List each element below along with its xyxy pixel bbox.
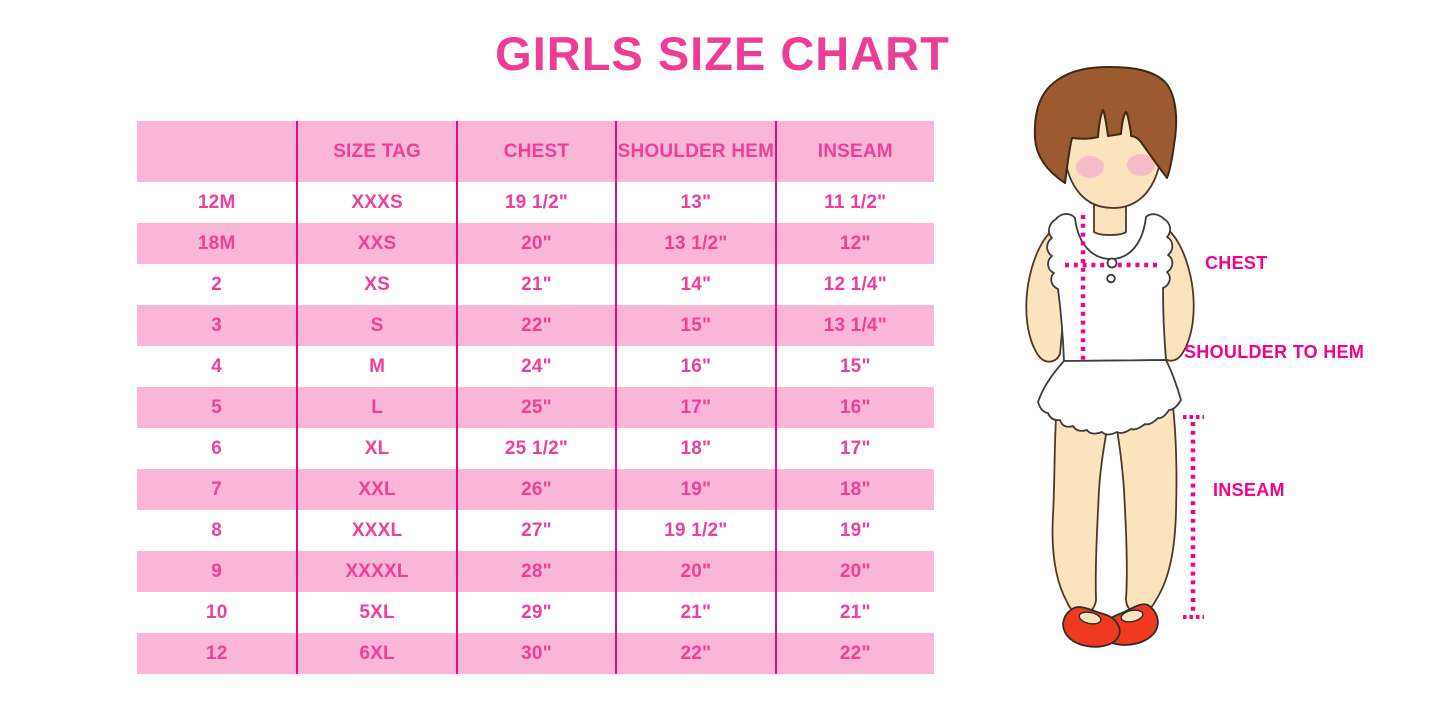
table-cell: 21" xyxy=(615,592,774,633)
table-cell: 15" xyxy=(615,305,775,346)
table-cell: 17" xyxy=(615,387,775,428)
table-cell: 12 1/4" xyxy=(774,264,934,305)
header-cell: CHEST xyxy=(455,121,616,182)
size-table: SIZE TAG CHEST SHOULDER HEM INSEAM 12M XXXS 19… xyxy=(137,121,934,674)
table-cell: 28" xyxy=(455,551,616,592)
table-cell: 15" xyxy=(774,346,934,387)
table-cell: 11 1/2" xyxy=(774,182,934,223)
table-cell: 5XL xyxy=(296,592,455,633)
table-cell: XXS xyxy=(296,223,456,264)
table-cell: 6 xyxy=(211,437,223,459)
table-cell: 20" xyxy=(615,551,775,592)
table-cell: 29" xyxy=(455,592,615,633)
page-title: GIRLS SIZE CHART xyxy=(495,27,950,80)
header-cell: SIZE TAG xyxy=(296,121,456,182)
girl-blush xyxy=(1076,154,1155,178)
table-cell: XXXL xyxy=(296,510,455,551)
table-cell: 30" xyxy=(455,633,616,674)
girl-hair xyxy=(1033,66,1178,184)
table-cell: 16" xyxy=(774,387,934,428)
table-cell: 18M xyxy=(137,223,297,264)
table-cell: 12 xyxy=(137,633,297,674)
table-cell: 4 xyxy=(211,355,223,377)
table-cell: 6XL xyxy=(296,633,456,674)
table-cell: 12M xyxy=(197,191,236,213)
girl-illustration xyxy=(1000,60,1230,660)
girl-shoes xyxy=(1062,603,1159,648)
table-cell: 24" xyxy=(455,346,615,387)
table-cell: 19" xyxy=(615,469,775,510)
table-cell: S xyxy=(296,305,456,346)
table-cell: 16" xyxy=(615,346,774,387)
girl-legs xyxy=(1051,397,1178,616)
table-cell: 18" xyxy=(615,428,774,469)
table-cell: 25 1/2" xyxy=(455,428,615,469)
table-cell: 22" xyxy=(615,633,775,674)
table-cell: 3 xyxy=(137,305,297,346)
shirt-buttons xyxy=(1106,257,1118,284)
table-cell: L xyxy=(296,387,456,428)
table-cell: XS xyxy=(296,264,455,305)
table-cell: XL xyxy=(296,428,455,469)
table-cell: 9 xyxy=(137,551,297,592)
table-cell: 21" xyxy=(774,592,934,633)
table-cell: 12" xyxy=(774,223,934,264)
table-cell: XXXS xyxy=(296,182,455,223)
girl-illustration-svg xyxy=(1025,66,1204,648)
shoulder-to-hem-label: SHOULDER TO HEM xyxy=(1184,342,1365,362)
table-cell: 14" xyxy=(615,264,774,305)
table-cell: 22" xyxy=(455,305,616,346)
table-cell: 13 1/2" xyxy=(615,223,775,264)
header-cell xyxy=(137,121,297,182)
inseam-label: INSEAM xyxy=(1213,480,1285,500)
table-cell: 2 xyxy=(211,273,223,295)
table-cell: 18" xyxy=(774,469,934,510)
table-cell: 8 xyxy=(211,519,223,541)
girl-top xyxy=(1046,213,1174,362)
table-cell: M xyxy=(296,346,455,387)
table-cell: XXL xyxy=(296,469,456,510)
girl-skirt xyxy=(1037,359,1182,436)
chest-label: CHEST xyxy=(1205,253,1268,273)
table-cell: 17" xyxy=(774,428,934,469)
table-cell: 13 1/4" xyxy=(774,305,934,346)
table-cell: 25" xyxy=(455,387,616,428)
inseam-measure-line xyxy=(1183,415,1204,619)
table-cell: 20" xyxy=(455,223,616,264)
table-cell: 26" xyxy=(455,469,616,510)
table-cell: 10 xyxy=(205,601,228,623)
table-cell: 19" xyxy=(774,510,934,551)
table-cell: 7 xyxy=(137,469,297,510)
table-cell: 20" xyxy=(774,551,934,592)
table-cell: XXXXL xyxy=(296,551,456,592)
table-cell: 22" xyxy=(774,633,934,674)
table-cell: 19 1/2" xyxy=(615,510,774,551)
table-cell: 5 xyxy=(137,387,297,428)
table-cell: 13" xyxy=(615,182,774,223)
table-cell: 27" xyxy=(455,510,615,551)
header-cell: SHOULDER HEM xyxy=(615,121,775,182)
table-cell: 21" xyxy=(455,264,615,305)
header-cell: INSEAM xyxy=(774,121,934,182)
table-cell: 19 1/2" xyxy=(455,182,615,223)
